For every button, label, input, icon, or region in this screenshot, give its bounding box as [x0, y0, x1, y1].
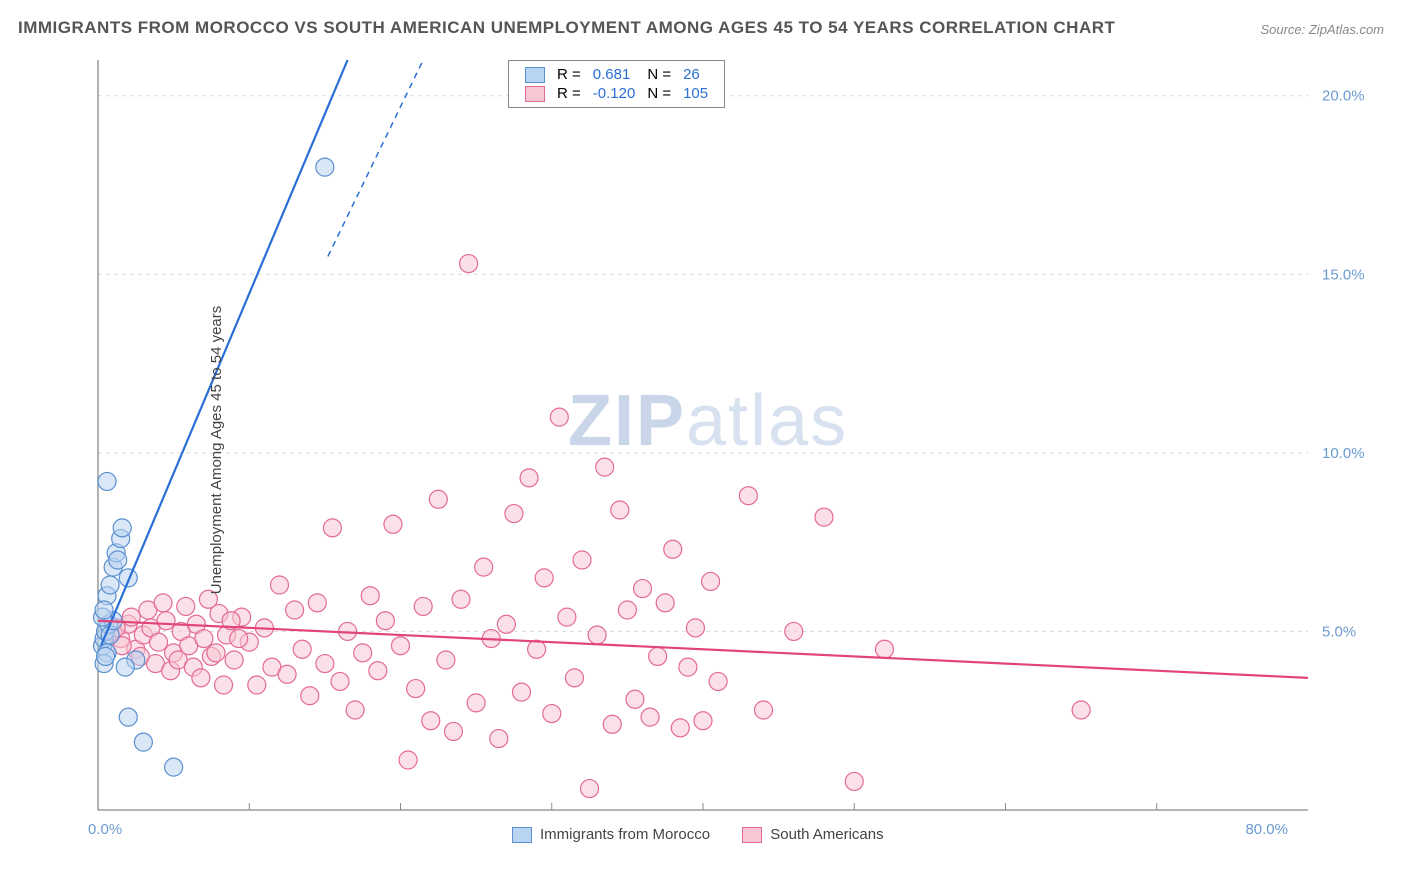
svg-text:10.0%: 10.0% — [1322, 445, 1365, 462]
chart-area: Unemployment Among Ages 45 to 54 years 5… — [58, 50, 1388, 850]
series1-label: Immigrants from Morocco — [540, 826, 710, 843]
r-value-blue: 0.681 — [587, 65, 642, 84]
n-value-pink: 105 — [677, 84, 714, 103]
source-label: Source: ZipAtlas.com — [1260, 22, 1384, 37]
svg-text:20.0%: 20.0% — [1322, 88, 1365, 105]
r-value-pink: -0.120 — [587, 84, 642, 103]
legend-swatch-blue — [512, 827, 532, 843]
n-label: N = — [641, 65, 677, 84]
svg-text:15.0%: 15.0% — [1322, 266, 1365, 283]
chart-title: IMMIGRANTS FROM MOROCCO VS SOUTH AMERICA… — [18, 18, 1115, 38]
legend-swatch-pink — [525, 86, 545, 102]
stats-legend: R = 0.681 N = 26 R = -0.120 N = 105 — [508, 60, 725, 108]
legend-swatch-pink — [742, 827, 762, 843]
legend-swatch-blue — [525, 67, 545, 83]
svg-text:80.0%: 80.0% — [1245, 821, 1288, 838]
svg-text:5.0%: 5.0% — [1322, 623, 1356, 640]
bottom-legend: Immigrants from Morocco South Americans — [498, 826, 898, 847]
r-label: R = — [551, 65, 587, 84]
series2-label: South Americans — [770, 826, 883, 843]
r-label: R = — [551, 84, 587, 103]
scatter-plot: 5.0% 10.0% 15.0% 20.0% 0.0% 80.0% — [58, 50, 1388, 850]
y-axis-label: Unemployment Among Ages 45 to 54 years — [208, 306, 225, 595]
n-label: N = — [641, 84, 677, 103]
n-value-blue: 26 — [677, 65, 714, 84]
svg-text:0.0%: 0.0% — [88, 821, 122, 838]
